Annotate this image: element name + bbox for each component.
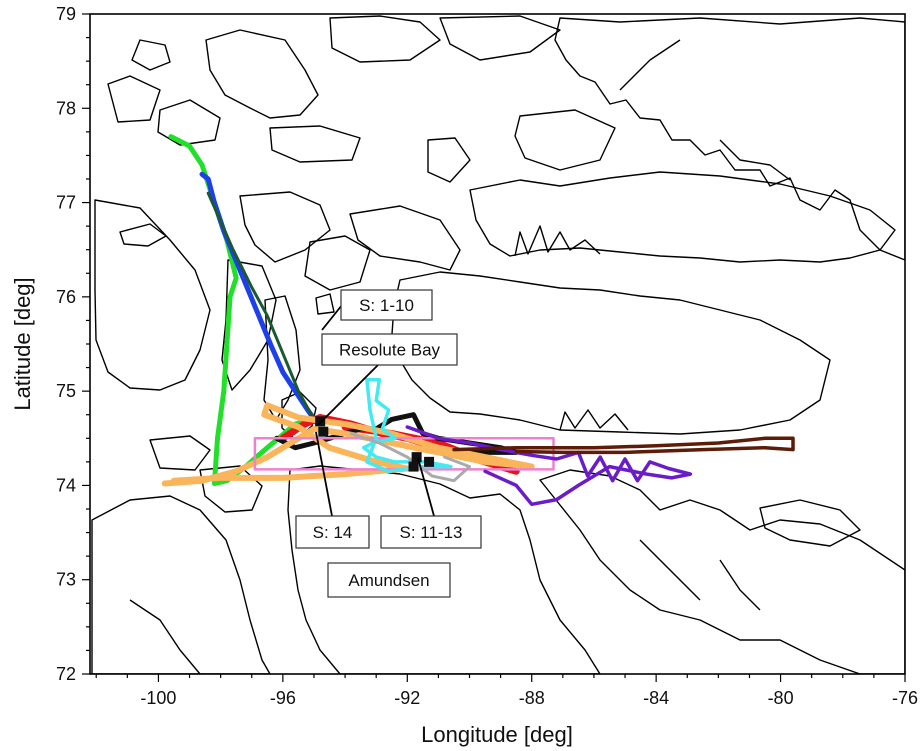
annotation-leader-s11-13 <box>417 457 435 517</box>
coastline-island <box>439 15 561 61</box>
annotation-label-s14: S: 14 <box>313 523 353 542</box>
coastline-island <box>149 435 211 471</box>
x-tick-label: -88 <box>519 688 545 708</box>
coastline-island <box>469 171 896 263</box>
coastline-island <box>205 29 319 119</box>
coastlines <box>91 15 905 674</box>
coastline-fjord <box>719 559 761 611</box>
y-axis-label: Latitude [deg] <box>10 277 35 410</box>
coastline-devon-island <box>391 271 831 435</box>
flight-track-10 <box>405 425 693 507</box>
annotation-label-resolute-bay: Resolute Bay <box>339 341 441 360</box>
y-tick-label: 75 <box>56 381 76 401</box>
coastline-island <box>329 15 441 63</box>
annotation-box-s14 <box>295 515 370 549</box>
coastline-fjord <box>129 599 201 674</box>
x-axis: -100 -96 -92 -88 -84 -80 -76 <box>95 674 918 708</box>
annotation-label-amundsen: Amundsen <box>348 571 429 590</box>
coastline-fjord <box>639 539 701 601</box>
annotation-label-s1-10: S: 1-10 <box>359 296 414 315</box>
coastline-island <box>221 259 277 391</box>
annotation-leader-resolute-bay <box>317 364 379 426</box>
flight-track-7 <box>253 437 555 471</box>
annotation-box-s1-10 <box>340 289 433 321</box>
y-tick-label: 76 <box>56 287 76 307</box>
station-marker <box>315 416 326 427</box>
coastline-island <box>157 99 221 146</box>
coastline-island <box>315 293 335 315</box>
station-marker <box>408 461 419 472</box>
coastline-island <box>514 109 616 171</box>
coastline-island <box>199 465 263 513</box>
coastline-brodeur-peninsula <box>539 469 905 674</box>
coastline-ellesmere <box>554 17 905 261</box>
coastline-island <box>119 223 167 247</box>
coastline-island <box>263 295 301 421</box>
annotation-leader-s1-10 <box>321 304 343 331</box>
x-tick-label: -96 <box>270 688 296 708</box>
x-tick-label: -80 <box>768 688 794 708</box>
coastline-fjord <box>619 39 681 91</box>
coastline-fjord <box>559 409 629 431</box>
annotation-leader-s14 <box>315 431 333 517</box>
flight-track-2 <box>199 171 320 426</box>
coastline-island <box>107 75 161 123</box>
y-tick-label: 73 <box>56 570 76 590</box>
annotations: S: 1-10 Resolute Bay S: 14 S: 11-13 Amundsen <box>295 289 482 598</box>
coastline-fjord <box>514 225 601 257</box>
x-axis-label: Longitude [deg] <box>421 722 573 747</box>
flight-track-3 <box>206 191 316 421</box>
y-tick-label: 78 <box>56 98 76 118</box>
coastline-island <box>349 205 461 271</box>
station-marker <box>424 456 435 467</box>
x-tick-label: -92 <box>394 688 420 708</box>
coastline-island <box>759 499 861 547</box>
y-axis: 72 73 74 75 76 77 78 79 <box>56 4 90 684</box>
x-tick-label: -76 <box>892 688 918 708</box>
coastline-island <box>304 235 371 291</box>
coastline-island <box>427 137 471 183</box>
y-tick-label: 74 <box>56 475 76 495</box>
flight-track-8 <box>361 378 453 474</box>
annotation-label-s11-13: S: 11-13 <box>399 523 462 542</box>
station-marker <box>411 452 422 463</box>
coastline-fjord <box>719 139 791 181</box>
y-tick-label: 77 <box>56 193 76 213</box>
x-tick-label: -84 <box>643 688 669 708</box>
y-tick-label: 79 <box>56 4 76 24</box>
flight-track-11 <box>452 436 795 455</box>
annotation-box-amundsen <box>327 562 451 598</box>
annotation-box-resolute-bay <box>321 333 458 366</box>
coastline-island <box>269 125 361 163</box>
coastline-island <box>94 199 211 391</box>
annotation-box-s11-13 <box>380 515 482 549</box>
station-markers <box>315 416 435 472</box>
x-tick-label: -100 <box>140 688 176 708</box>
coastline-prince-of-wales <box>91 495 271 674</box>
station-marker <box>318 426 329 437</box>
coastline-somerset-island <box>287 465 601 674</box>
flight-track-9 <box>349 432 471 483</box>
coastline-island <box>131 39 171 71</box>
y-tick-label: 72 <box>56 664 76 684</box>
flight-track-6 <box>161 402 535 487</box>
coastline-island <box>239 191 331 263</box>
